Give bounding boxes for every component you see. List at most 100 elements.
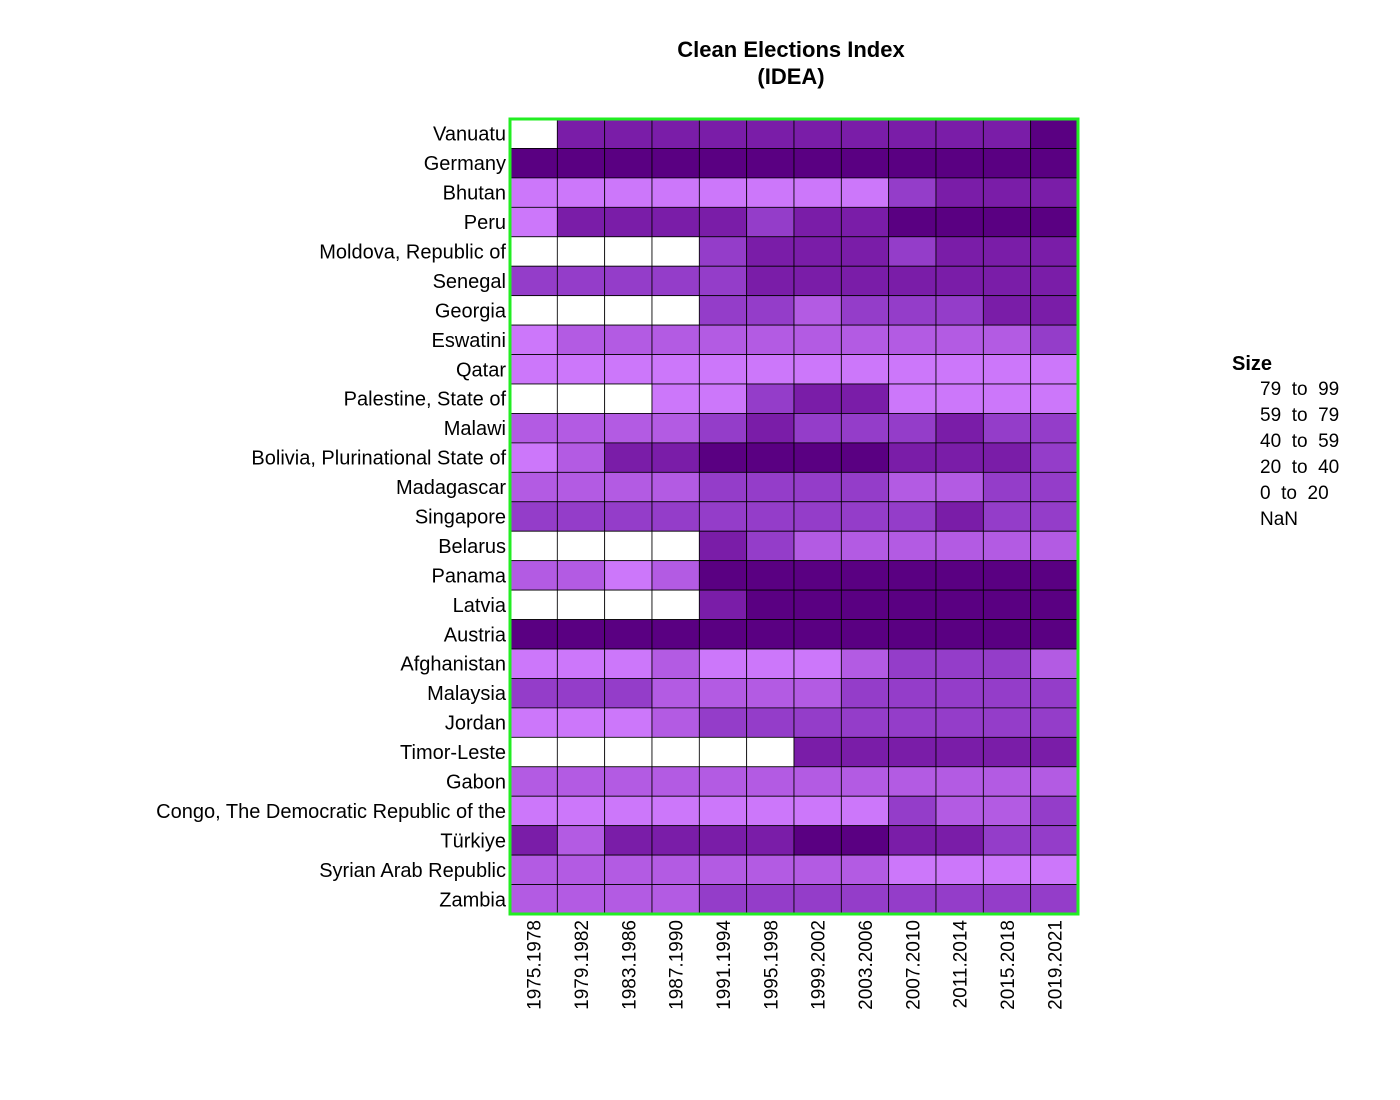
- heatmap-cell: [888, 295, 937, 326]
- heatmap-cell: [935, 766, 984, 797]
- heatmap-cell: [746, 648, 795, 679]
- row-label: Senegal: [433, 271, 506, 293]
- heatmap-cell: [793, 413, 842, 444]
- heatmap-cell: [556, 265, 606, 297]
- heatmap-cell: [888, 471, 937, 503]
- row-label: Malaysia: [427, 683, 507, 705]
- heatmap-cell: [604, 265, 653, 297]
- heatmap-cell: [651, 707, 700, 738]
- heatmap-cell: [698, 795, 748, 827]
- heatmap-cell: [746, 118, 795, 149]
- heatmap-cell: [793, 795, 842, 827]
- heatmap-cell: [556, 295, 606, 326]
- row-label: Latvia: [453, 595, 507, 617]
- plot-border: [508, 117, 1080, 916]
- heatmap-cell: [604, 177, 653, 208]
- heatmap-cell: [888, 148, 937, 179]
- row-label: Gabon: [446, 772, 506, 794]
- heatmap-cell: [746, 265, 795, 297]
- heatmap-cell: [982, 825, 1032, 856]
- heatmap-cell: [698, 177, 748, 208]
- heatmap-cell: [556, 854, 606, 885]
- heatmap-cell: [698, 442, 748, 473]
- heatmap-cell: [982, 118, 1032, 149]
- heatmap-cell: [793, 678, 842, 709]
- heatmap-cell: [982, 471, 1032, 503]
- heatmap-cell: [840, 884, 890, 915]
- heatmap-cell: [746, 854, 795, 885]
- heatmap-cell: [935, 354, 984, 385]
- heatmap-cell: [604, 854, 653, 885]
- heatmap-cell: [651, 619, 700, 650]
- heatmap-cell: [840, 118, 890, 149]
- column-label: 2019.2021: [1045, 920, 1066, 1010]
- heatmap-cell: [1030, 589, 1079, 620]
- column-label: 2015.2018: [998, 920, 1019, 1010]
- row-label: Moldova, Republic of: [319, 242, 506, 264]
- heatmap-cell: [556, 118, 606, 149]
- heatmap-cell: [509, 678, 558, 709]
- heatmap-cell: [698, 383, 748, 414]
- heatmap-cell: [793, 265, 842, 297]
- heatmap-cell: [651, 560, 700, 591]
- heatmap-cell: [840, 236, 890, 267]
- heatmap-cell: [651, 854, 700, 885]
- heatmap-cell: [982, 324, 1032, 355]
- heatmap-cell: [888, 560, 937, 591]
- heatmap-cell: [793, 206, 842, 238]
- row-label: Belarus: [438, 536, 506, 558]
- heatmap-cell: [1030, 619, 1079, 650]
- heatmap-cell: [1030, 471, 1079, 503]
- heatmap-cell: [698, 707, 748, 738]
- heatmap-cell: [556, 795, 606, 827]
- heatmap-cell: [746, 678, 795, 709]
- row-label: Singapore: [415, 507, 506, 529]
- heatmap-cell: [793, 589, 842, 620]
- heatmap-cell: [982, 265, 1032, 297]
- heatmap-cell: [793, 442, 842, 473]
- heatmap-cell: [556, 825, 606, 856]
- heatmap-cell: [746, 795, 795, 827]
- heatmap-cell: [651, 206, 700, 238]
- heatmap-cell: [982, 736, 1032, 768]
- heatmap-cell: [888, 354, 937, 385]
- heatmap-cell: [604, 501, 653, 532]
- heatmap-cell: [651, 118, 700, 149]
- heatmap-cell: [840, 678, 890, 709]
- heatmap-cell: [935, 648, 984, 679]
- heatmap-cell: [982, 795, 1032, 827]
- row-labels: Vanuatu Germany Bhutan Peru Moldova, Republi…: [156, 124, 507, 912]
- heatmap-cell: [698, 413, 748, 444]
- heatmap-cell: [982, 560, 1032, 591]
- heatmap-cell: [888, 206, 937, 238]
- heatmap-cell: [888, 324, 937, 355]
- heatmap-cell: [888, 530, 937, 562]
- heatmap-cell: [840, 530, 890, 562]
- heatmap-cell: [698, 324, 748, 355]
- heatmap-cell: [509, 471, 558, 503]
- heatmap-cell: [604, 442, 653, 473]
- heatmap-cell: [746, 236, 795, 267]
- heatmap-cell: [746, 442, 795, 473]
- column-label: 1983.1986: [619, 920, 640, 1010]
- heatmap-cell: [509, 442, 558, 473]
- heatmap-cell: [746, 471, 795, 503]
- heatmap-cell: [604, 413, 653, 444]
- heatmap-cell: [651, 354, 700, 385]
- heatmap-cell: [935, 501, 984, 532]
- heatmap-cell: [698, 530, 748, 562]
- heatmap-cell: [935, 678, 984, 709]
- heatmap-cell: [556, 736, 606, 768]
- heatmap-cell: [698, 206, 748, 238]
- heatmap-cell: [1030, 825, 1079, 856]
- heatmap-cell: [888, 825, 937, 856]
- heatmap-cell: [651, 471, 700, 503]
- row-label: Timor-Leste: [400, 742, 506, 764]
- heatmap-cell: [982, 383, 1032, 414]
- heatmap-cell: [556, 766, 606, 797]
- heatmap-cell: [556, 589, 606, 620]
- row-label: Malawi: [444, 418, 506, 440]
- heatmap-cell: [746, 766, 795, 797]
- heatmap-cell: [604, 678, 653, 709]
- heatmap-cell: [509, 560, 558, 591]
